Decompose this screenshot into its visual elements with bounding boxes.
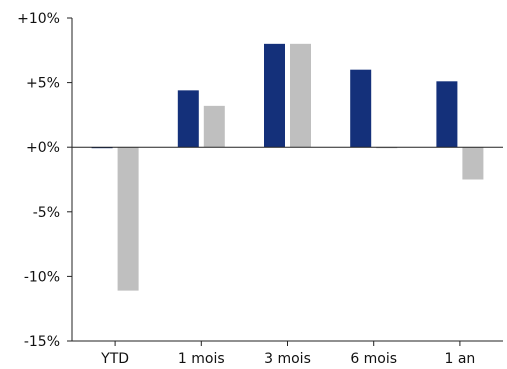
bar-series-1-1-an (436, 81, 458, 148)
y-axis-tick-labels: +10% +5% +0% -5% -10% -15% (17, 11, 60, 350)
y-tick-label: +0% (26, 140, 60, 156)
x-axis-tick-labels: YTD 1 mois 3 mois 6 mois 1 an (100, 351, 475, 367)
bar-series-2-1-mois (203, 105, 225, 148)
axes (67, 17, 503, 346)
bar-series-2-1-an (462, 147, 484, 180)
x-tick-label: YTD (100, 351, 129, 367)
y-tick-label: +5% (26, 76, 60, 92)
y-tick-label: +10% (17, 11, 60, 27)
x-tick-label: 1 mois (178, 351, 225, 367)
y-tick-label: -10% (24, 269, 60, 285)
bar-series-1-6-mois (350, 69, 372, 148)
bar-series-2-ytd (117, 147, 139, 291)
bars (91, 43, 484, 291)
x-tick-label: 3 mois (264, 351, 311, 367)
bar-series-1-1-mois (177, 90, 199, 148)
bar-series-1-3-mois (264, 43, 285, 148)
y-tick-label: -15% (24, 334, 60, 350)
y-tick-label: -5% (33, 205, 60, 221)
bar-series-2-3-mois (290, 43, 311, 148)
x-tick-label: 1 an (444, 351, 475, 367)
x-tick-label: 6 mois (350, 351, 397, 367)
